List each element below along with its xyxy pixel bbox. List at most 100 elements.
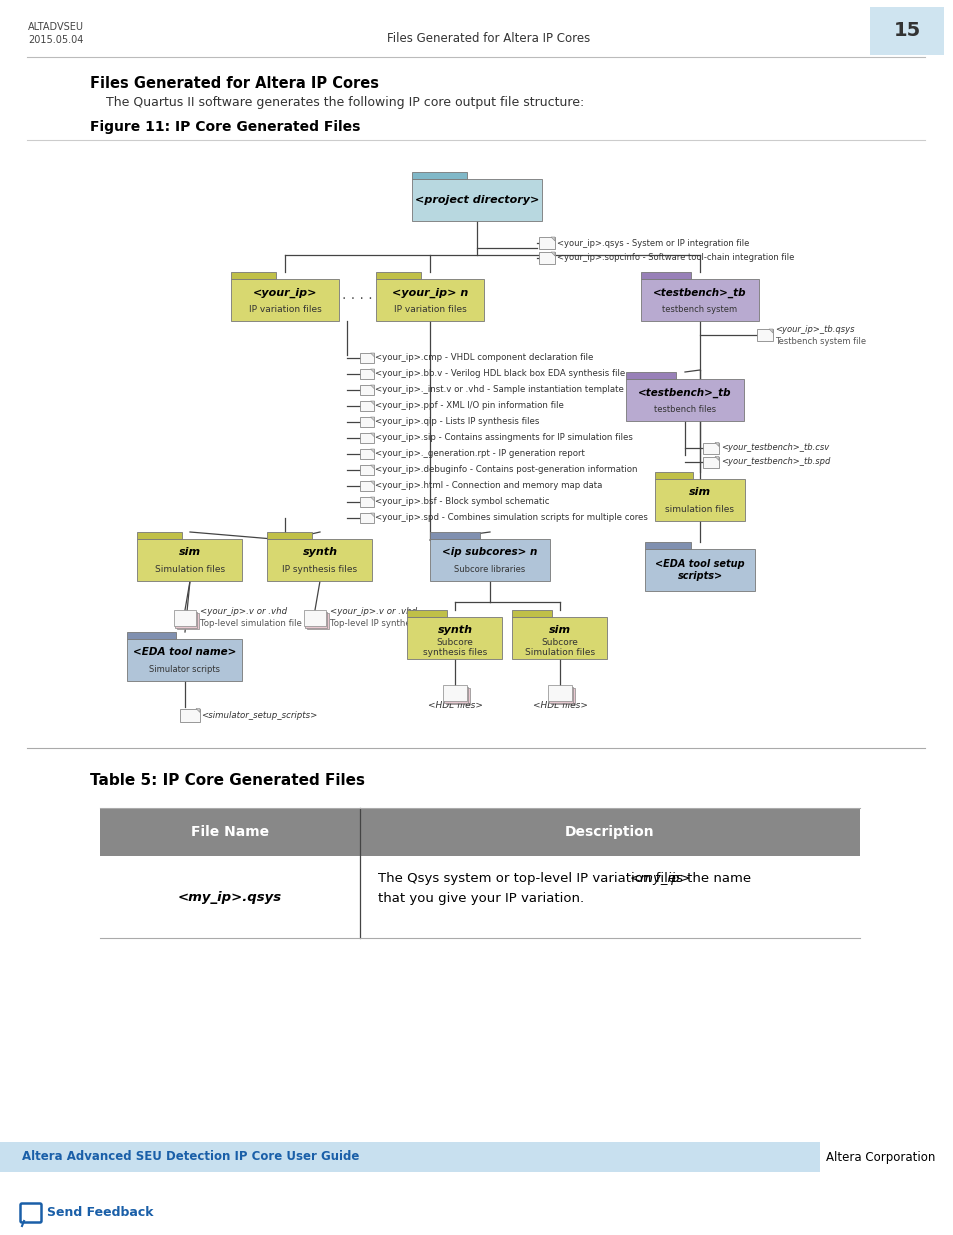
Text: Simulator scripts: Simulator scripts [150, 664, 220, 674]
Text: <your_ip>.cmp - VHDL component declaration file: <your_ip>.cmp - VHDL component declarati… [375, 353, 594, 363]
FancyBboxPatch shape [128, 638, 242, 680]
Polygon shape [551, 237, 555, 241]
FancyBboxPatch shape [267, 532, 312, 538]
Text: File Name: File Name [191, 825, 269, 839]
Text: The Qsys system or top-level IP variation file.: The Qsys system or top-level IP variatio… [377, 872, 684, 885]
FancyBboxPatch shape [375, 272, 421, 279]
Text: Files Generated for Altera IP Cores: Files Generated for Altera IP Cores [90, 77, 378, 91]
FancyBboxPatch shape [442, 685, 467, 701]
Polygon shape [370, 433, 375, 437]
Text: testbench files: testbench files [653, 405, 716, 414]
FancyBboxPatch shape [869, 7, 943, 56]
FancyBboxPatch shape [305, 611, 327, 627]
Text: IP variation files: IP variation files [394, 305, 466, 314]
FancyBboxPatch shape [640, 279, 759, 321]
Text: <simulator_setup_scripts>: <simulator_setup_scripts> [201, 710, 317, 720]
FancyBboxPatch shape [360, 385, 375, 395]
Text: <your_ip>.html - Connection and memory map data: <your_ip>.html - Connection and memory m… [375, 482, 602, 490]
Text: <your_ip>._generation.rpt - IP generation report: <your_ip>._generation.rpt - IP generatio… [375, 450, 585, 458]
Text: Figure 11: IP Core Generated Files: Figure 11: IP Core Generated Files [90, 120, 360, 135]
FancyBboxPatch shape [446, 688, 470, 704]
Text: Subcore
Simulation files: Subcore Simulation files [524, 637, 595, 657]
FancyBboxPatch shape [625, 372, 675, 379]
FancyBboxPatch shape [360, 480, 375, 492]
FancyBboxPatch shape [640, 272, 690, 279]
Text: Subcore
synthesis files: Subcore synthesis files [422, 637, 487, 657]
Text: <my_ip>.qsys: <my_ip>.qsys [178, 890, 282, 904]
FancyBboxPatch shape [644, 542, 691, 550]
Text: that you give your IP variation.: that you give your IP variation. [377, 892, 583, 905]
Text: <your_ip>_tb.qsys: <your_ip>_tb.qsys [774, 326, 854, 335]
FancyBboxPatch shape [100, 856, 359, 939]
FancyBboxPatch shape [359, 856, 859, 939]
FancyBboxPatch shape [375, 279, 483, 321]
FancyBboxPatch shape [128, 632, 175, 638]
Text: <your_testbench>_tb.csv: <your_testbench>_tb.csv [720, 443, 828, 452]
FancyBboxPatch shape [655, 479, 744, 521]
Text: <your_ip> n: <your_ip> n [392, 288, 468, 298]
FancyBboxPatch shape [538, 252, 555, 264]
Polygon shape [370, 385, 375, 389]
FancyBboxPatch shape [360, 401, 375, 411]
Text: sim: sim [179, 547, 201, 557]
Text: simulation files: simulation files [665, 505, 734, 514]
Text: Files Generated for Altera IP Cores: Files Generated for Altera IP Cores [386, 32, 589, 44]
FancyBboxPatch shape [551, 688, 575, 704]
Text: <your_testbench>_tb.spd: <your_testbench>_tb.spd [720, 457, 829, 467]
Text: <your_ip>.qip - Lists IP synthesis files: <your_ip>.qip - Lists IP synthesis files [375, 417, 539, 426]
FancyBboxPatch shape [180, 709, 200, 721]
Text: is the name: is the name [667, 872, 750, 885]
FancyBboxPatch shape [100, 808, 359, 856]
FancyBboxPatch shape [360, 466, 375, 475]
Text: <your_ip>: <your_ip> [253, 288, 317, 298]
Text: The Quartus II software generates the following IP core output file structure:: The Quartus II software generates the fo… [90, 96, 583, 109]
Text: IP synthesis files: IP synthesis files [282, 564, 357, 574]
FancyBboxPatch shape [175, 611, 197, 627]
Text: <EDA tool setup
scripts>: <EDA tool setup scripts> [655, 559, 744, 580]
Text: <testbench>_tb: <testbench>_tb [653, 288, 746, 298]
FancyBboxPatch shape [547, 685, 572, 701]
FancyBboxPatch shape [360, 513, 375, 522]
Text: <your_ip>._inst.v or .vhd - Sample instantiation template: <your_ip>._inst.v or .vhd - Sample insta… [375, 385, 623, 394]
FancyBboxPatch shape [359, 808, 859, 856]
FancyBboxPatch shape [177, 613, 199, 629]
FancyBboxPatch shape [304, 610, 326, 626]
FancyBboxPatch shape [512, 618, 607, 659]
Polygon shape [370, 353, 375, 357]
Text: ALTADVSEU: ALTADVSEU [28, 22, 84, 32]
FancyBboxPatch shape [0, 1142, 820, 1172]
FancyBboxPatch shape [360, 433, 375, 443]
FancyBboxPatch shape [412, 179, 541, 221]
Text: <your_ip>.bb.v - Verilog HDL black box EDA synthesis file: <your_ip>.bb.v - Verilog HDL black box E… [375, 369, 625, 378]
FancyBboxPatch shape [430, 538, 550, 580]
Text: Testbench system file: Testbench system file [774, 336, 865, 346]
FancyBboxPatch shape [360, 369, 375, 379]
FancyBboxPatch shape [430, 532, 480, 538]
Text: Altera Advanced SEU Detection IP Core User Guide: Altera Advanced SEU Detection IP Core Us… [22, 1151, 359, 1163]
FancyBboxPatch shape [231, 272, 276, 279]
Text: IP variation files: IP variation files [249, 305, 321, 314]
Polygon shape [768, 329, 772, 333]
FancyBboxPatch shape [137, 532, 181, 538]
Text: 2015.05.04: 2015.05.04 [28, 35, 83, 44]
Polygon shape [714, 457, 719, 461]
FancyBboxPatch shape [655, 472, 692, 479]
Polygon shape [714, 442, 719, 447]
Text: <EDA tool name>: <EDA tool name> [133, 647, 236, 657]
Text: <your_ip>.spd - Combines simulation scripts for multiple cores: <your_ip>.spd - Combines simulation scri… [375, 514, 648, 522]
Polygon shape [370, 513, 375, 517]
Polygon shape [195, 709, 200, 713]
Polygon shape [370, 480, 375, 485]
Text: <my_ip>: <my_ip> [629, 872, 691, 885]
FancyBboxPatch shape [231, 279, 338, 321]
Polygon shape [370, 417, 375, 421]
Text: sim: sim [688, 488, 710, 498]
Polygon shape [370, 496, 375, 501]
FancyBboxPatch shape [549, 687, 573, 703]
Text: <your_ip>.v or .vhd: <your_ip>.v or .vhd [330, 608, 416, 616]
FancyBboxPatch shape [307, 613, 329, 629]
Text: <your_ip>.debuginfo - Contains post-generation information: <your_ip>.debuginfo - Contains post-gene… [375, 466, 638, 474]
FancyBboxPatch shape [407, 618, 502, 659]
FancyBboxPatch shape [360, 450, 375, 459]
FancyBboxPatch shape [702, 457, 719, 468]
